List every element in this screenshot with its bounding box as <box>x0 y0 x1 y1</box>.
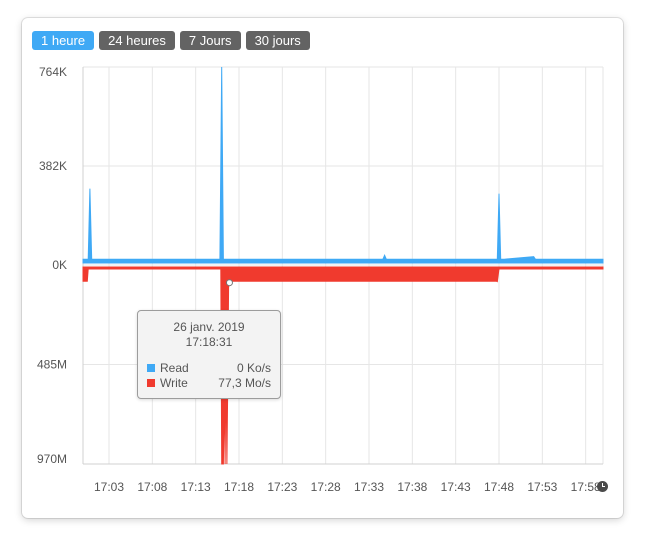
write-series-area <box>82 266 604 465</box>
tooltip-write-value: 77,3 Mo/s <box>218 376 271 390</box>
x-tick-label: 17:33 <box>354 480 384 494</box>
chart-tooltip: 26 janv. 2019 17:18:31 Read 0 Ko/s Write… <box>137 310 281 399</box>
tab-30-days[interactable]: 30 jours <box>245 31 310 50</box>
x-tick-label: 17:38 <box>397 480 427 494</box>
x-tick-label: 17:53 <box>527 480 557 494</box>
tab-24-hours[interactable]: 24 heures <box>99 31 175 50</box>
tooltip-read-label: Read <box>160 361 189 375</box>
x-tick-label: 17:03 <box>94 480 124 494</box>
write-swatch <box>147 379 155 387</box>
x-tick-label: 17:58 <box>571 480 601 494</box>
tab-7-days[interactable]: 7 Jours <box>179 31 241 50</box>
tooltip-row-write: Write 77,3 Mo/s <box>147 376 271 391</box>
tooltip-date: 26 janv. 2019 <box>173 320 245 334</box>
tooltip-row-read: Read 0 Ko/s <box>147 361 271 376</box>
read-series-area <box>82 66 604 264</box>
tooltip-time: 17:18:31 <box>185 335 233 349</box>
x-tick-label: 17:18 <box>224 480 254 494</box>
tooltip-write-label: Write <box>160 376 188 390</box>
y-tick-label: 764K <box>39 65 67 79</box>
read-swatch <box>147 364 155 372</box>
x-tick-label: 17:08 <box>137 480 167 494</box>
hover-marker <box>225 279 233 287</box>
tooltip-read-value: 0 Ko/s <box>236 361 271 375</box>
y-tick-label: 485M <box>37 358 67 372</box>
clock-icon[interactable] <box>597 481 608 492</box>
x-tick-label: 17:43 <box>441 480 471 494</box>
x-tick-label: 17:23 <box>267 480 297 494</box>
x-tick-label: 17:48 <box>484 480 514 494</box>
x-tick-label: 17:13 <box>181 480 211 494</box>
tab-1-hour[interactable]: 1 heure <box>32 31 95 50</box>
network-activity-panel: 1 heure 24 heures 7 Jours 30 jours 17:03… <box>22 18 623 518</box>
y-tick-label: 0K <box>52 258 67 272</box>
x-tick-label: 17:28 <box>311 480 341 494</box>
time-range-tabs: 1 heure 24 heures 7 Jours 30 jours <box>32 31 310 50</box>
activity-chart[interactable]: 17:03 17:08 17:13 17:18 17:23 17:28 17:33 17:38… <box>22 18 623 518</box>
y-tick-label: 970M <box>37 452 67 466</box>
y-tick-label: 382K <box>39 159 67 173</box>
